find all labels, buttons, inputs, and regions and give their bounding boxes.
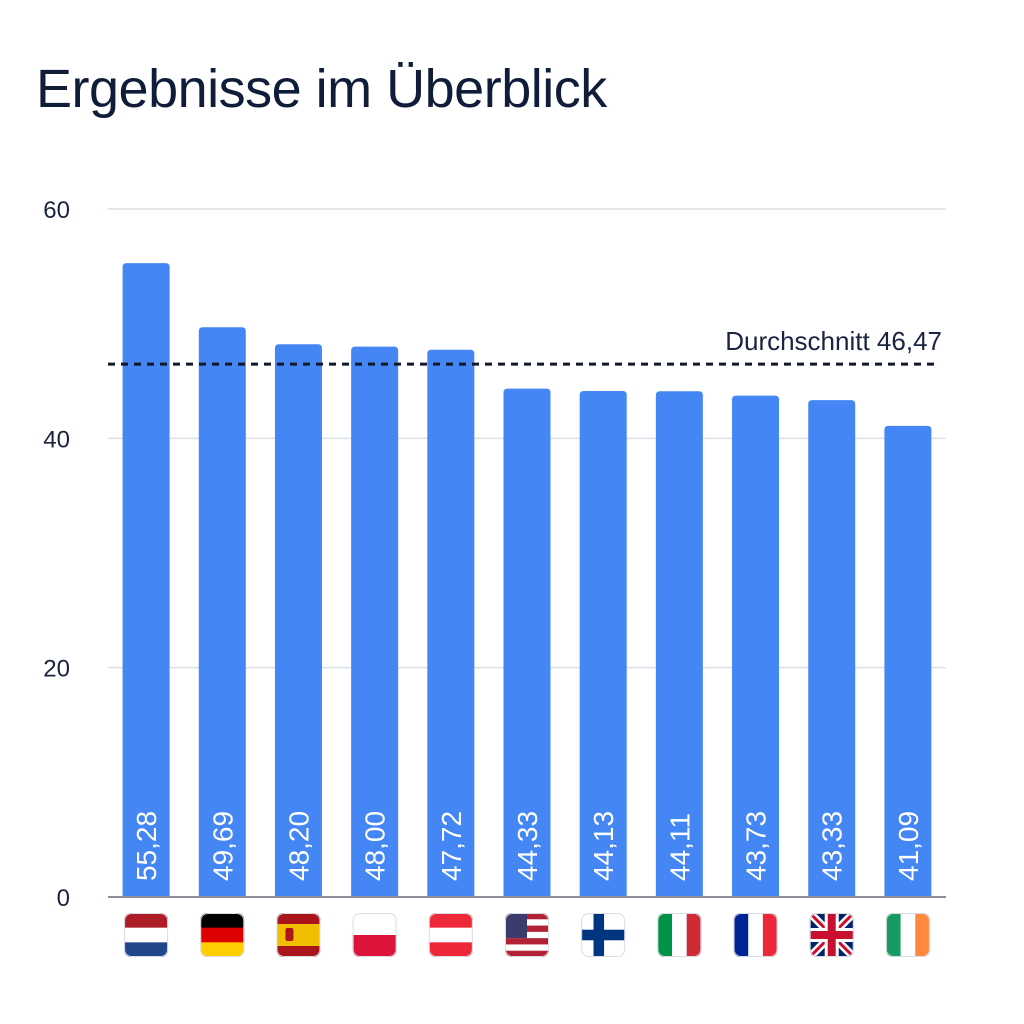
bar-value-label: 49,69 [207,811,238,881]
bar [808,400,856,897]
bar-value-label: 41,09 [893,811,924,881]
bar [579,390,627,897]
bar-value-label: 44,11 [664,813,695,881]
bar-value-label: 48,00 [360,811,391,881]
bar [884,425,932,897]
germany-flag-icon [200,913,245,957]
ireland-flag-icon [885,913,930,957]
austria-flag-icon [428,913,473,957]
bar [732,395,780,897]
netherlands-flag-icon [124,913,169,957]
usa-flag-icon [505,913,549,957]
bar-value-label: 44,33 [512,811,543,881]
bars [122,263,932,898]
bar [274,344,322,898]
bar [427,349,475,897]
y-axis-ticks: 0 20 40 60 [43,197,70,912]
spain-flag-icon [276,913,321,957]
bar [351,346,399,898]
bar [122,263,170,897]
y-tick-label: 0 [57,885,70,912]
france-flag-icon [733,913,778,957]
average-label: Durchschnitt 46,47 [725,326,942,356]
bar-value-label: 55,28 [131,811,162,881]
y-tick-label: 40 [43,426,70,453]
uk-flag-icon [809,913,854,957]
bar [198,327,246,898]
y-tick-label: 60 [43,197,70,224]
bar [503,388,551,897]
flag-row [124,913,930,957]
y-tick-label: 20 [43,656,70,683]
bar-value-label: 44,13 [588,811,619,881]
bar-value-label: 43,33 [817,811,848,881]
bar-value-labels: 55,28 49,69 48,20 48,00 47,72 44,33 44,13 44,11… [131,811,924,881]
bar-value-label: 47,72 [436,811,467,881]
poland-flag-icon [352,913,397,957]
bar-value-label: 43,73 [741,811,772,881]
italy-flag-icon [657,913,702,957]
finland-flag-icon [581,913,626,957]
bar-value-label: 48,20 [283,811,314,881]
bar [655,391,703,897]
chart-title: Ergebnisse im Überblick [36,59,607,119]
